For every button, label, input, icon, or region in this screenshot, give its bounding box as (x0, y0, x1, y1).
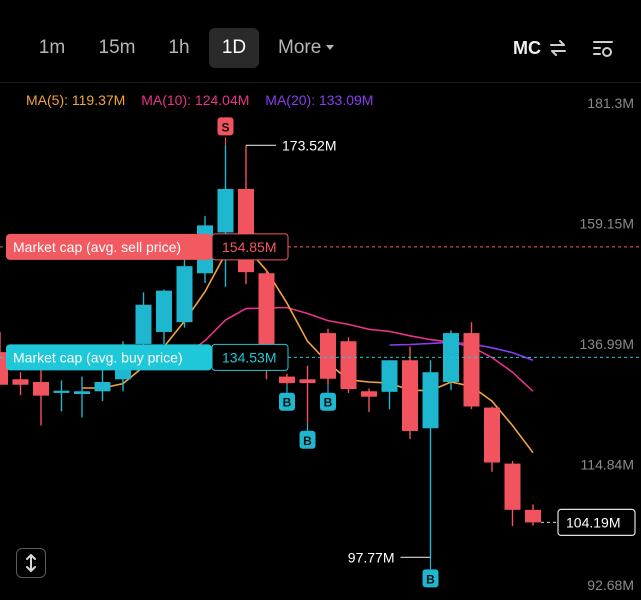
mc-toggle[interactable]: MC (513, 28, 541, 68)
candle (53, 380, 70, 412)
marker-badge (279, 392, 295, 411)
marker-badge (299, 430, 316, 449)
candle-body (422, 372, 439, 429)
avg-sell-label-bg (6, 233, 212, 260)
candle-body (299, 379, 316, 384)
candle (0, 331, 8, 385)
candle (484, 406, 500, 472)
sell-marker: S (217, 117, 234, 146)
candle (238, 145, 254, 285)
candle-body (156, 290, 172, 332)
candle-body (361, 391, 377, 397)
avg-buy-value: 134.53M (222, 349, 276, 365)
candle (340, 337, 357, 393)
marker-badge (320, 392, 336, 411)
candle-body (74, 391, 90, 394)
y-tick-label: 159.15M (580, 215, 634, 231)
candle-body (525, 509, 541, 523)
candle-body (217, 188, 234, 233)
low-value-label: 97.77M (348, 549, 395, 565)
avg-sell-value-bg (211, 233, 289, 261)
indicator-settings-icon[interactable] (592, 39, 614, 59)
y-tick-label: 136.99M (580, 336, 634, 352)
candle (12, 372, 29, 396)
last-price-tag-bg (557, 508, 636, 536)
swap-icon[interactable] (549, 40, 567, 56)
timeframe-1h[interactable]: 1h (168, 37, 190, 58)
chevron-down-icon (326, 45, 335, 50)
ma10-legend: MA(10): 124.04M (141, 92, 250, 108)
candle (176, 256, 193, 328)
avg-buy-label-bg (6, 344, 212, 371)
avg-buy-label: Market cap (avg. buy price) (13, 349, 183, 365)
ma20-line (389, 341, 534, 362)
expand-vertical-icon (26, 554, 36, 572)
candle (504, 460, 521, 527)
candle (279, 373, 295, 385)
avg-sell-label: Market cap (avg. sell price) (13, 239, 181, 255)
candle (381, 360, 398, 410)
avg-sell-value: 154.85M (222, 239, 276, 255)
candle (525, 504, 541, 526)
y-tick-label: 181.3M (587, 95, 634, 111)
timeframe-15m[interactable]: 15m (98, 37, 136, 58)
ma20-legend: MA(20): 133.09M (265, 92, 374, 108)
y-tick-label: 114.84M (581, 456, 634, 472)
marker-letter: B (324, 396, 333, 410)
timeframe-1d[interactable]: 1D (209, 28, 259, 68)
candle-body (53, 390, 70, 393)
marker-letter: B (283, 396, 292, 410)
timeframe-1m[interactable]: 1m (38, 37, 66, 58)
candle-body (320, 333, 336, 379)
moving-average-legend: MA(5): 119.37M MA(10): 124.04M MA(20): 1… (26, 90, 385, 110)
candle-body (381, 360, 398, 392)
marker-letter: B (426, 572, 435, 586)
avg-buy-tag: Market cap (avg. buy price) 134.53M (6, 343, 289, 371)
marker-letter: S (221, 120, 229, 134)
marker-badge (217, 117, 234, 136)
candle (422, 360, 439, 558)
expand-button[interactable] (16, 548, 46, 578)
marker-letter: B (303, 434, 312, 448)
candle (33, 368, 49, 426)
candle-body (0, 352, 8, 385)
candle-body (176, 266, 193, 323)
candle (299, 365, 316, 423)
candle-body (463, 333, 480, 407)
candle-body (33, 382, 49, 396)
more-label: More (278, 37, 322, 58)
y-tick-label: 92.68M (587, 577, 634, 593)
candle-body (94, 382, 111, 392)
avg-sell-tag: Market cap (avg. sell price) 154.85M (6, 233, 289, 261)
candle (402, 346, 418, 440)
candle (156, 289, 172, 344)
candle-body (340, 341, 357, 390)
candle-body (135, 304, 152, 344)
buy-marker: B (422, 557, 439, 588)
buy-marker: B (299, 422, 316, 449)
candle (217, 145, 234, 287)
avg-buy-value-bg (211, 343, 289, 371)
candle (463, 322, 480, 410)
last-price-label: 104.19M (566, 514, 620, 530)
candle-body (504, 463, 521, 510)
candle-body (12, 379, 29, 385)
toolbar: 1m 15m 1h 1D More MC (0, 0, 641, 83)
high-value-label: 173.52M (282, 137, 336, 153)
ma5-legend: MA(5): 119.37M (26, 92, 126, 108)
candle-body (402, 360, 418, 431)
buy-marker: B (320, 384, 336, 411)
marker-badge (422, 569, 439, 588)
more-dropdown[interactable]: More (278, 28, 335, 68)
mc-label: MC (513, 38, 541, 58)
candle (320, 328, 336, 385)
candle (443, 330, 459, 391)
candle-body (279, 376, 295, 384)
candle (74, 376, 90, 418)
candle (361, 388, 377, 412)
buy-marker: B (279, 384, 295, 411)
candle-body (484, 407, 500, 463)
